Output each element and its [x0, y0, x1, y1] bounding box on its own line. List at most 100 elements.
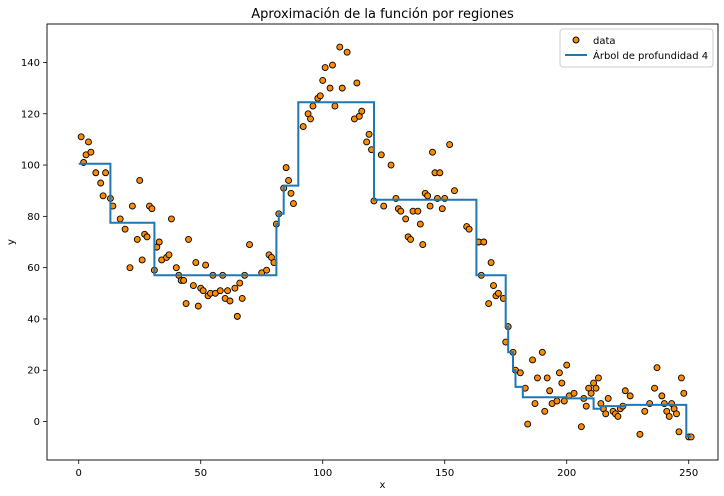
- data-point: [189, 282, 197, 290]
- data-point: [155, 238, 163, 246]
- data-point: [641, 407, 649, 415]
- data-point: [216, 287, 224, 295]
- data-point: [224, 287, 232, 295]
- x-tick-label: 250: [679, 468, 698, 479]
- data-point: [665, 412, 673, 420]
- data-point: [555, 369, 563, 377]
- data-point: [531, 400, 539, 408]
- data-point: [543, 374, 551, 382]
- data-point: [285, 176, 293, 184]
- data-point: [377, 151, 385, 159]
- y-tick-label: 20: [27, 366, 40, 377]
- data-point: [343, 48, 351, 56]
- data-point: [414, 207, 422, 215]
- data-point: [321, 64, 329, 72]
- data-point: [673, 410, 680, 418]
- data-point: [185, 235, 192, 243]
- data-point: [194, 302, 202, 310]
- data-point: [87, 148, 95, 156]
- data-point: [524, 420, 532, 428]
- data-point: [416, 220, 424, 228]
- data-point: [282, 164, 290, 172]
- y-tick-label: 80: [27, 212, 40, 223]
- data-point: [636, 430, 644, 438]
- legend-box: [559, 28, 714, 68]
- data-point: [148, 205, 156, 213]
- data-point: [246, 241, 253, 249]
- data-point: [529, 356, 537, 364]
- data-point: [97, 179, 105, 187]
- data-point: [563, 361, 571, 369]
- data-point: [353, 79, 361, 87]
- data-point: [331, 102, 339, 110]
- plot-area: [77, 43, 695, 441]
- data-point: [226, 297, 234, 305]
- y-tick-label: 40: [27, 314, 40, 325]
- data-point: [626, 392, 634, 400]
- data-point: [490, 282, 497, 290]
- data-point: [128, 202, 136, 210]
- data-point: [533, 374, 541, 382]
- data-point: [133, 235, 141, 243]
- x-tick-label: 150: [435, 468, 454, 479]
- data-point: [446, 141, 454, 148]
- axes: 0 50 100 150 200 250 0 20 40 60 80 100 120 140: [21, 23, 719, 479]
- data-point: [487, 259, 495, 266]
- data-point: [329, 61, 336, 69]
- legend-marker-data: [572, 36, 580, 44]
- data-point: [136, 176, 144, 184]
- data-point: [426, 202, 434, 210]
- y-tick-label: 60: [27, 263, 40, 274]
- data-point: [326, 84, 334, 92]
- data-point: [387, 161, 395, 169]
- data-point: [419, 241, 427, 249]
- x-tick-label: 100: [313, 468, 332, 479]
- data-point: [85, 138, 92, 146]
- data-point: [653, 364, 661, 372]
- data-point: [680, 389, 688, 397]
- data-point: [397, 207, 405, 215]
- data-point: [614, 412, 622, 420]
- data-point: [338, 84, 346, 92]
- data-point: [358, 107, 366, 115]
- data-point: [102, 169, 110, 177]
- data-point: [287, 189, 295, 197]
- data-point: [299, 123, 307, 131]
- data-point: [558, 379, 566, 387]
- data-point: [592, 384, 600, 392]
- data-point: [438, 205, 446, 213]
- data-point: [538, 348, 546, 356]
- data-point: [167, 215, 175, 223]
- tree-prediction-line: [78, 101, 692, 438]
- data-point: [451, 187, 458, 195]
- data-point: [516, 369, 524, 377]
- data-point: [402, 215, 410, 223]
- data-point: [587, 389, 595, 397]
- data-point: [99, 192, 107, 200]
- data-point: [336, 43, 344, 51]
- data-point: [202, 261, 210, 269]
- data-point: [570, 389, 578, 397]
- data-point: [582, 402, 590, 410]
- legend-label-tree: Árbol de profundidad 4: [593, 49, 708, 62]
- data-point: [621, 387, 629, 395]
- data-point: [546, 387, 554, 395]
- data-point: [121, 225, 129, 233]
- data-point: [143, 233, 151, 241]
- y-tick-label: 140: [21, 58, 40, 69]
- data-point: [677, 374, 685, 382]
- data-point: [180, 277, 188, 284]
- data-point: [602, 410, 610, 418]
- data-point: [675, 428, 683, 436]
- x-axis-label: x: [380, 480, 386, 491]
- data-point: [541, 407, 549, 415]
- data-point: [577, 423, 585, 431]
- data-point: [380, 202, 388, 210]
- data-point: [651, 384, 659, 392]
- data-point: [553, 397, 561, 405]
- data-point: [494, 289, 502, 297]
- data-point: [485, 300, 493, 308]
- y-tick-label: 100: [21, 161, 40, 172]
- chart-title: Aproximación de la función por regiones: [251, 7, 514, 22]
- y-tick-label: 0: [34, 417, 40, 428]
